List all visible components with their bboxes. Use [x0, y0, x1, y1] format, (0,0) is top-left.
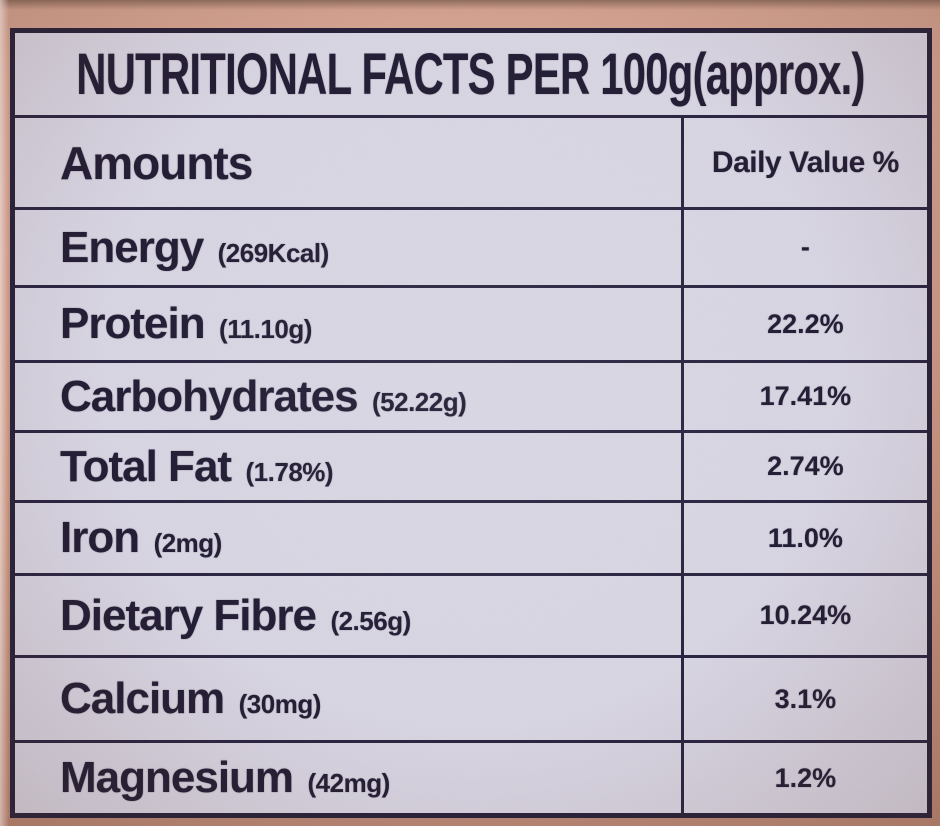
nutrient-name: Calcium	[60, 674, 225, 723]
daily-value: 1.2%	[774, 762, 837, 793]
nutrient-name: Iron	[60, 513, 140, 562]
nutrient-amount: (42mg)	[307, 768, 391, 798]
daily-value-cell: 2.74%	[680, 433, 927, 500]
daily-value: 17.41%	[759, 381, 852, 411]
nutrient-row-carbohydrates: Carbohydrates (52.22g) 17.41%	[15, 363, 927, 433]
nutrient-cell: Calcium (30mg)	[15, 658, 681, 740]
nutrient-row-dietary-fibre: Dietary Fibre (2.56g) 10.24%	[15, 576, 927, 658]
daily-value-cell: 22.2%	[680, 288, 927, 360]
daily-value: 10.24%	[759, 600, 852, 630]
daily-value-cell: 17.41%	[680, 363, 927, 430]
daily-value: 3.1%	[774, 683, 837, 714]
label-title-row: NUTRITIONAL FACTS PER 100g(approx.)	[15, 33, 927, 118]
header-daily-value-cell: Daily Value %	[680, 118, 927, 207]
nutrient-row-energy: Energy (269Kcal) -	[15, 210, 927, 288]
table-header-row: Amounts Daily Value %	[15, 118, 927, 210]
header-amounts-cell: Amounts	[15, 118, 681, 207]
nutrient-amount: (269Kcal)	[217, 237, 330, 268]
nutrient-amount: (30mg)	[238, 689, 322, 719]
nutrient-row-total-fat: Total Fat (1.78%) 2.74%	[15, 433, 927, 503]
nutrient-cell: Magnesium (42mg)	[15, 743, 681, 813]
daily-value-cell: 3.1%	[680, 658, 927, 740]
header-amounts-label: Amounts	[60, 136, 253, 189]
nutrient-cell: Energy (269Kcal)	[15, 210, 681, 285]
nutrient-name: Carbohydrates	[60, 371, 359, 421]
nutrient-amount: (11.10g)	[219, 314, 312, 344]
daily-value: 22.2%	[767, 308, 844, 339]
nutrient-cell: Protein (11.10g)	[15, 288, 681, 360]
nutrient-amount: (2.56g)	[330, 605, 411, 636]
daily-value-cell: 10.24%	[680, 576, 927, 655]
nutrient-name: Energy	[60, 222, 204, 272]
nutrition-facts-label: NUTRITIONAL FACTS PER 100g(approx.) Amou…	[10, 28, 932, 818]
nutrient-row-calcium: Calcium (30mg) 3.1%	[15, 658, 927, 743]
nutrient-name: Total Fat	[60, 441, 232, 491]
nutrient-row-magnesium: Magnesium (42mg) 1.2%	[15, 743, 927, 813]
daily-value: 2.74%	[767, 451, 844, 481]
header-daily-value-label: Daily Value %	[711, 145, 899, 179]
nutrient-cell: Total Fat (1.78%)	[15, 433, 681, 500]
nutrient-cell: Carbohydrates (52.22g)	[15, 363, 681, 430]
nutrient-name: Protein	[60, 299, 206, 348]
nutrient-name: Dietary Fibre	[60, 590, 317, 640]
daily-value: -	[800, 232, 810, 262]
nutrient-row-protein: Protein (11.10g) 22.2%	[15, 288, 927, 363]
nutrient-amount: (2mg)	[153, 528, 223, 558]
daily-value-cell: 1.2%	[680, 743, 927, 813]
daily-value: 11.0%	[767, 522, 843, 553]
nutrient-cell: Dietary Fibre (2.56g)	[15, 576, 681, 655]
nutrient-amount: (52.22g)	[372, 386, 467, 417]
label-title: NUTRITIONAL FACTS PER 100g(approx.)	[76, 41, 866, 107]
daily-value-cell: 11.0%	[680, 503, 927, 573]
nutrient-name: Magnesium	[60, 753, 294, 802]
nutrient-cell: Iron (2mg)	[15, 503, 681, 573]
nutrient-amount: (1.78%)	[245, 456, 334, 487]
nutrient-row-iron: Iron (2mg) 11.0%	[15, 503, 927, 576]
daily-value-cell: -	[680, 210, 927, 285]
